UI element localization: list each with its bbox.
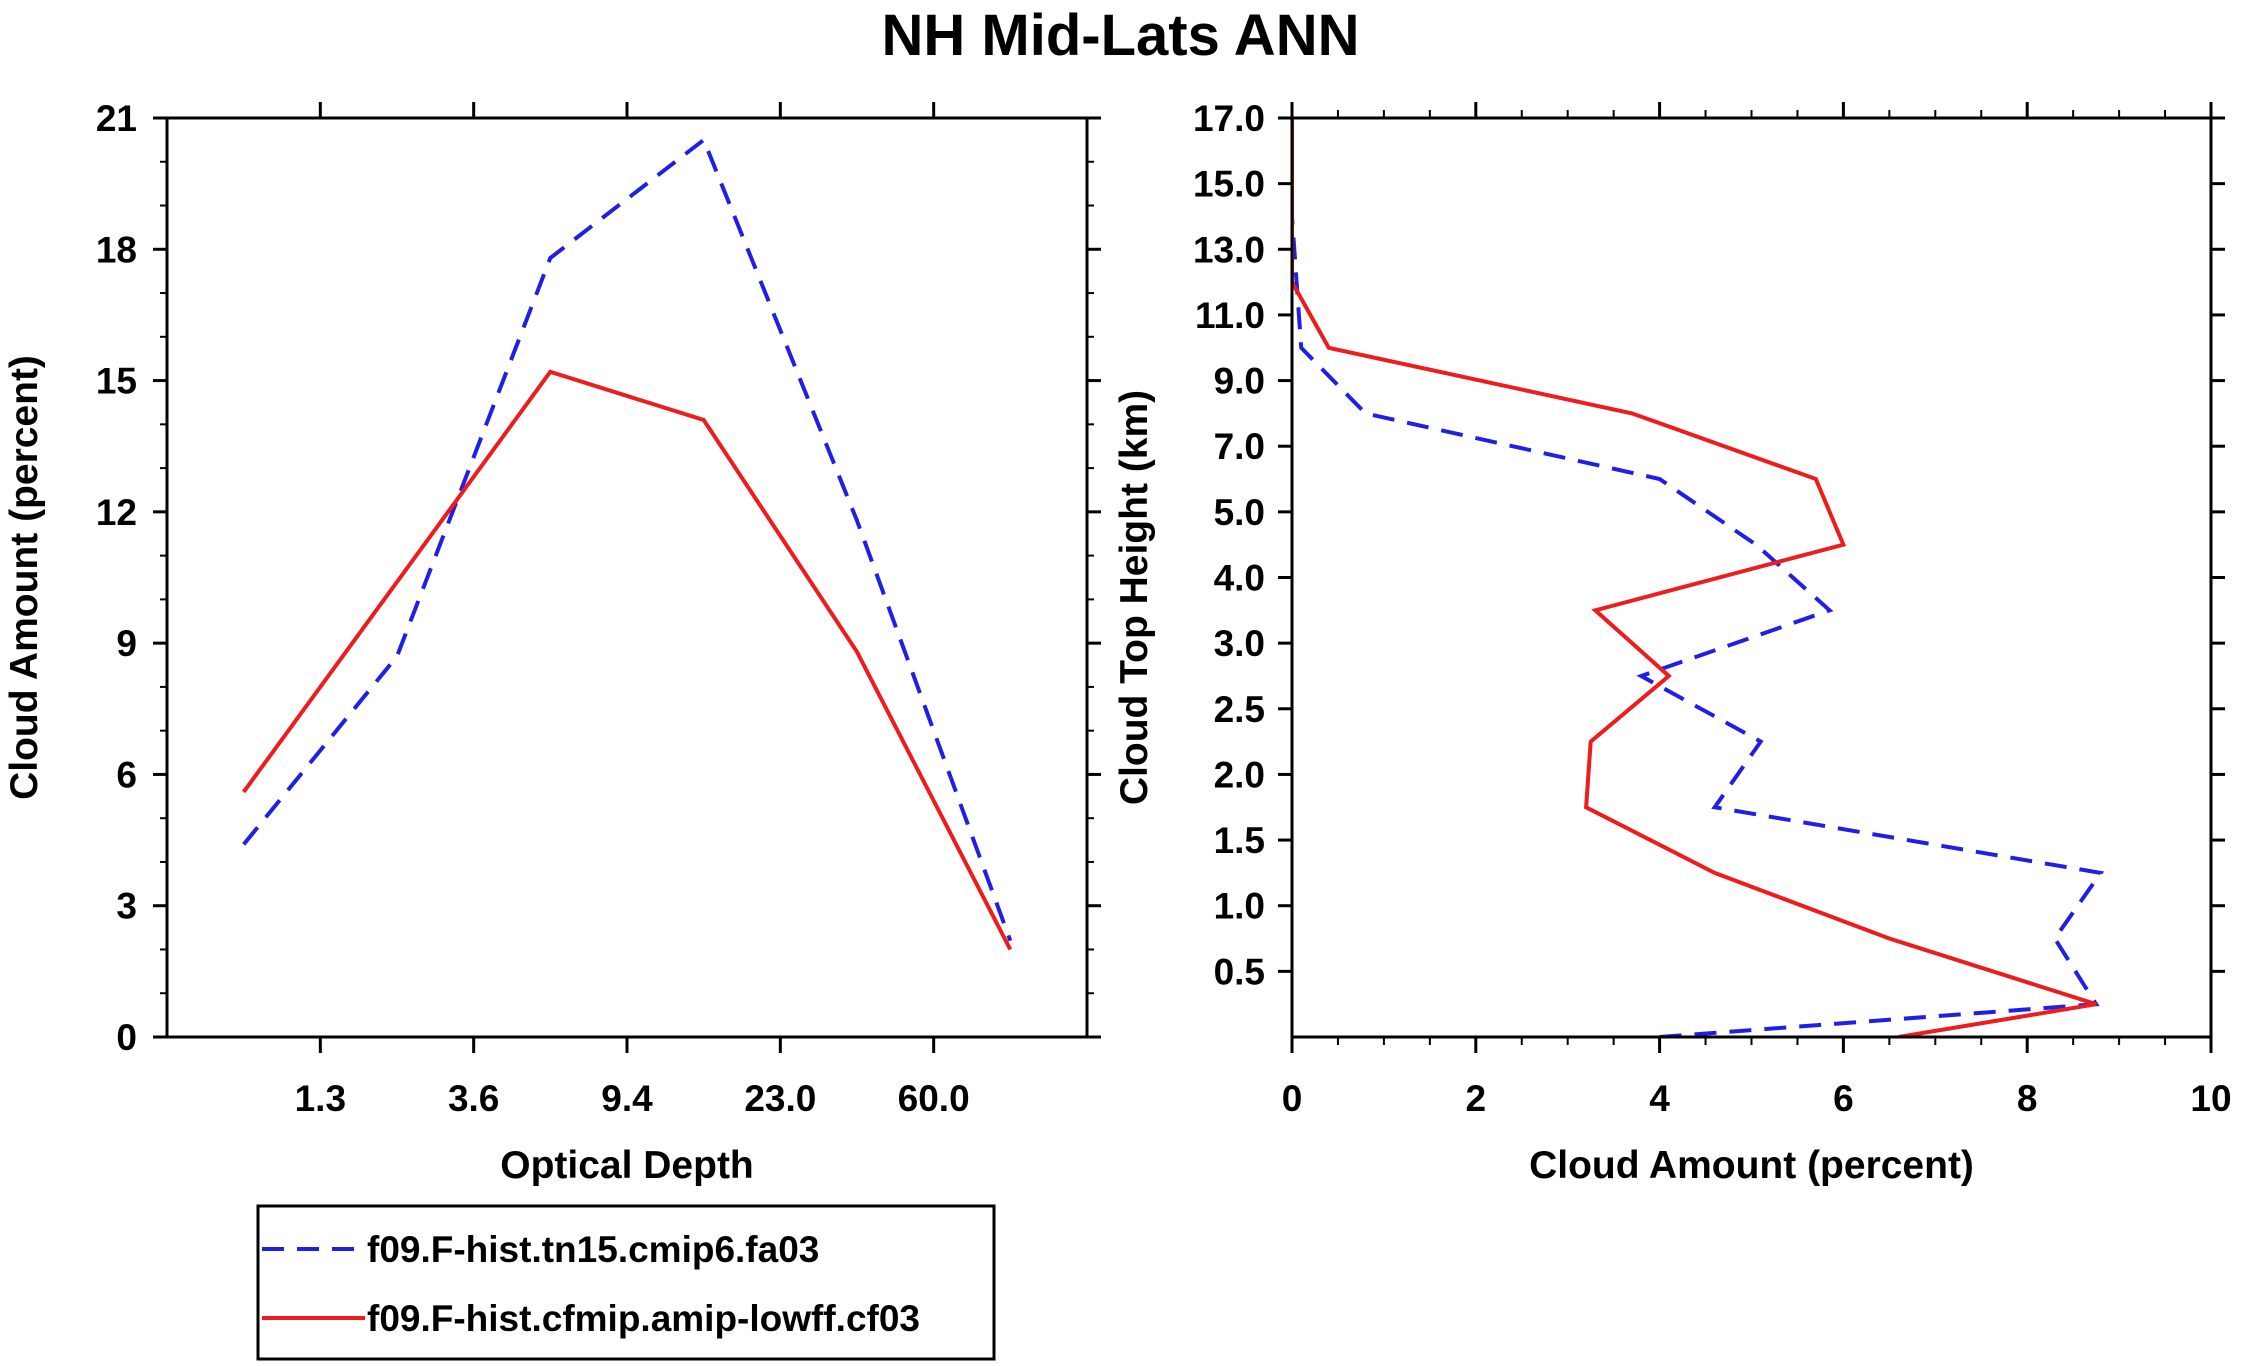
- legend-label-series-b: f09.F-hist.cfmip.amip-lowff.cf03: [367, 1298, 920, 1339]
- right-y-tick-label: 4.0: [1214, 558, 1265, 599]
- right-plot-panel: 0.5 1.0 1.5 2.0 2.5 3.0 4.0 5.0 7.0 9.0 11.0 13.0 15…: [1113, 98, 2232, 1187]
- left-x-tick-label: 60.0: [898, 1078, 970, 1119]
- right-y-tick-label: 17.0: [1193, 98, 1265, 139]
- right-x-tick-label: 0: [1282, 1078, 1303, 1119]
- left-y-axis-label: Cloud Amount (percent): [3, 355, 46, 800]
- right-x-tick-label: 10: [2190, 1078, 2231, 1119]
- right-x-tick-label: 8: [2017, 1078, 2038, 1119]
- right-y-tick-label: 5.0: [1214, 492, 1265, 533]
- left-x-tick-label: 1.3: [295, 1078, 346, 1119]
- left-y-tick-label: 12: [96, 492, 137, 533]
- left-y-tick-label: 3: [116, 886, 137, 927]
- right-y-tick-label: 7.0: [1214, 426, 1265, 467]
- left-series-line-1: [242, 369, 1013, 951]
- left-y-tick-label: 21: [96, 98, 137, 139]
- right-y-axis-label: Cloud Top Height (km): [1113, 390, 1156, 805]
- legend-label-series-a: f09.F-hist.tn15.cmip6.fa03: [367, 1229, 819, 1270]
- legend: f09.F-hist.tn15.cmip6.fa03 f09.F-hist.cf…: [256, 1204, 996, 1361]
- right-x-tick-label: 4: [1649, 1078, 1670, 1119]
- right-y-tick-label: 1.5: [1214, 820, 1265, 861]
- left-x-tick-label: 9.4: [601, 1078, 653, 1119]
- left-y-tick-label: 6: [116, 754, 137, 795]
- left-y-tick-label: 0: [116, 1017, 137, 1058]
- right-plot-frame: [1290, 116, 2213, 1039]
- left-y-tick-label: 9: [116, 623, 137, 664]
- left-x-tick-label: 23.0: [744, 1078, 816, 1119]
- chart-title: NH Mid-Lats ANN: [881, 3, 1360, 68]
- right-y-tick-label: 15.0: [1193, 164, 1265, 205]
- right-y-tick-label: 9.0: [1214, 361, 1265, 402]
- left-y-tick-label: 15: [96, 361, 137, 402]
- left-plot-panel: 0 3 6 9 12 15 18 21 1.3 3.6 9.4 23.0 60.0 Optical Dep…: [3, 98, 1101, 1187]
- right-series-line-1: [1292, 118, 2097, 1037]
- right-y-tick-label: 11.0: [1195, 295, 1265, 336]
- right-y-tick-label: 2.5: [1214, 689, 1265, 730]
- left-series-line-0: [242, 136, 1013, 942]
- right-x-tick-label: 6: [1833, 1078, 1854, 1119]
- right-y-tick-label: 1.0: [1214, 886, 1265, 927]
- right-y-tick-label: 0.5: [1214, 951, 1265, 992]
- right-x-tick-label: 2: [1466, 1078, 1487, 1119]
- right-series-line-0: [1292, 118, 2105, 1037]
- right-y-tick-label: 2.0: [1214, 754, 1265, 795]
- left-plot-frame: [165, 116, 1089, 1039]
- left-y-tick-label: 18: [96, 229, 137, 270]
- right-x-axis-label: Cloud Amount (percent): [1529, 1144, 1974, 1187]
- left-x-axis-label: Optical Depth: [500, 1144, 754, 1187]
- right-y-tick-label: 3.0: [1214, 623, 1265, 664]
- legend-box: [256, 1204, 996, 1361]
- right-y-tick-label: 13.0: [1193, 229, 1265, 270]
- left-x-tick-label: 3.6: [448, 1078, 499, 1119]
